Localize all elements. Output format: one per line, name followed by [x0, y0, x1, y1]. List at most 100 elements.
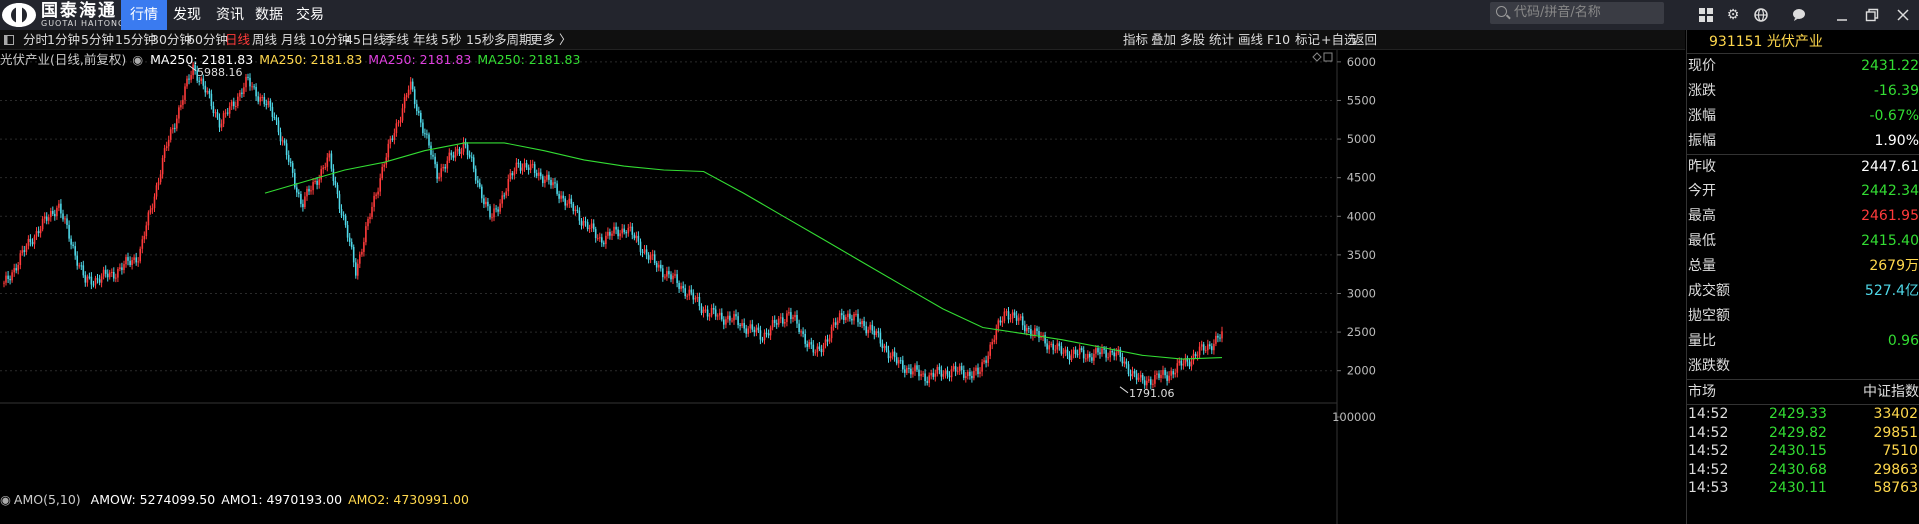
- minimize-icon[interactable]: [1832, 5, 1852, 25]
- candle-body: [737, 316, 739, 326]
- search-input[interactable]: 代码/拼音/名称: [1490, 2, 1664, 24]
- period-item[interactable]: 30分钟: [151, 32, 192, 47]
- candle-body: [694, 298, 697, 300]
- close-icon[interactable]: [1893, 5, 1913, 25]
- candle-body: [588, 228, 591, 229]
- toolbar-action[interactable]: 画线: [1238, 32, 1264, 47]
- candle-body: [21, 250, 24, 254]
- candle-body: [780, 317, 782, 319]
- amo-legend-item: AMO2: 4730991.00: [348, 492, 469, 507]
- candle-body: [1137, 377, 1140, 380]
- candle-body: [62, 213, 64, 220]
- candle-body: [1011, 312, 1014, 319]
- candle-body: [926, 381, 928, 383]
- panel-toggle-icon[interactable]: [4, 30, 14, 50]
- period-item[interactable]: 分时: [23, 32, 49, 47]
- period-item[interactable]: 日线: [225, 32, 251, 47]
- nav-quotes[interactable]: 行情: [121, 0, 167, 30]
- candle-body: [1192, 353, 1195, 361]
- toolbar-action[interactable]: 统计: [1209, 32, 1235, 47]
- y-tick-label: 5500: [1347, 93, 1376, 107]
- restore-icon[interactable]: [1862, 5, 1882, 25]
- high-label: 5988.16: [197, 66, 243, 79]
- tick-price: 2430.68: [1769, 461, 1827, 478]
- candle-body: [578, 210, 581, 221]
- candle-body: [153, 196, 156, 209]
- nav-news[interactable]: 资讯: [216, 7, 244, 23]
- period-item[interactable]: 年线: [413, 32, 439, 47]
- period-item[interactable]: 多周期: [494, 32, 532, 47]
- candle-body: [1074, 349, 1077, 355]
- candle-body: [763, 332, 766, 340]
- candle-body: [729, 315, 731, 321]
- candle-body: [853, 314, 855, 321]
- candle-body: [1044, 335, 1046, 344]
- kline-chart[interactable]: 6000 5500 5000 4500 4000 3500 3000 2500 2000 598…: [0, 50, 1685, 524]
- toolbar-action[interactable]: 指标: [1123, 32, 1149, 47]
- candle-body: [174, 127, 176, 129]
- period-item[interactable]: 月线: [281, 32, 307, 47]
- period-item[interactable]: 60分钟: [187, 32, 228, 47]
- toolbar-action[interactable]: 返回: [1352, 32, 1378, 47]
- gear-icon[interactable]: ⚙: [1726, 7, 1740, 23]
- candle-body: [629, 226, 632, 228]
- candle-body: [535, 173, 538, 176]
- candle-body: [474, 168, 477, 181]
- candle-body: [757, 327, 760, 331]
- candle-body: [993, 339, 996, 342]
- candle-body: [251, 86, 253, 88]
- globe-icon[interactable]: [1751, 5, 1771, 25]
- toolbar-action[interactable]: F10: [1267, 32, 1291, 47]
- nav-data[interactable]: 数据: [255, 7, 283, 23]
- candle-body: [950, 369, 953, 378]
- candle-body: [995, 328, 998, 340]
- period-item[interactable]: 15秒: [466, 32, 495, 47]
- period-item[interactable]: 5秒: [441, 32, 462, 47]
- candle-body: [1162, 370, 1164, 375]
- candle-body: [255, 86, 257, 97]
- candle-body: [271, 106, 274, 117]
- candle-body: [928, 375, 930, 383]
- candle-body: [389, 138, 392, 144]
- period-item[interactable]: 季线: [384, 32, 410, 47]
- candle-body: [1046, 343, 1048, 350]
- period-item[interactable]: 周线: [252, 32, 278, 47]
- period-item[interactable]: 1分钟: [47, 32, 80, 47]
- candle-body: [1135, 373, 1138, 380]
- candle-body: [143, 236, 146, 240]
- candle-body: [1125, 361, 1128, 365]
- chat-icon[interactable]: [1789, 5, 1809, 25]
- candle-body: [273, 116, 276, 118]
- toolbar-action[interactable]: 标记: [1295, 32, 1321, 47]
- candle-body: [367, 219, 369, 227]
- period-item[interactable]: 更多 〉: [530, 32, 572, 47]
- candle-body: [391, 138, 394, 140]
- candle-body: [773, 320, 776, 323]
- candle-body: [688, 289, 691, 296]
- toolbar-action[interactable]: 叠加: [1151, 32, 1177, 47]
- candle-body: [338, 194, 341, 209]
- period-item[interactable]: 5分钟: [81, 32, 114, 47]
- toolbar-action[interactable]: +自选: [1321, 32, 1357, 47]
- candle-body: [31, 242, 34, 245]
- candle-body: [582, 221, 585, 226]
- candle-body: [133, 257, 135, 261]
- candle-body: [977, 367, 979, 374]
- candle-body: [442, 167, 444, 169]
- candle-body: [369, 217, 371, 219]
- period-item[interactable]: 15分钟: [115, 32, 156, 47]
- candle-body: [775, 323, 778, 325]
- period-item[interactable]: 45日线: [345, 32, 386, 47]
- quote-row: 昨收 2447.61: [1687, 154, 1919, 179]
- toolbar-action[interactable]: 多股: [1180, 32, 1206, 47]
- nav-trade[interactable]: 交易: [296, 7, 324, 23]
- candle-body: [529, 164, 532, 170]
- tick-vol: 58763: [1873, 480, 1918, 496]
- candle-body: [1172, 371, 1174, 375]
- candle-body: [243, 87, 245, 94]
- nav-discover[interactable]: 发现: [173, 7, 201, 23]
- grid-icon[interactable]: [1696, 5, 1716, 25]
- candle-body: [574, 209, 577, 212]
- period-item[interactable]: 10分钟: [309, 32, 350, 47]
- quote-value: -0.67%: [1869, 108, 1919, 124]
